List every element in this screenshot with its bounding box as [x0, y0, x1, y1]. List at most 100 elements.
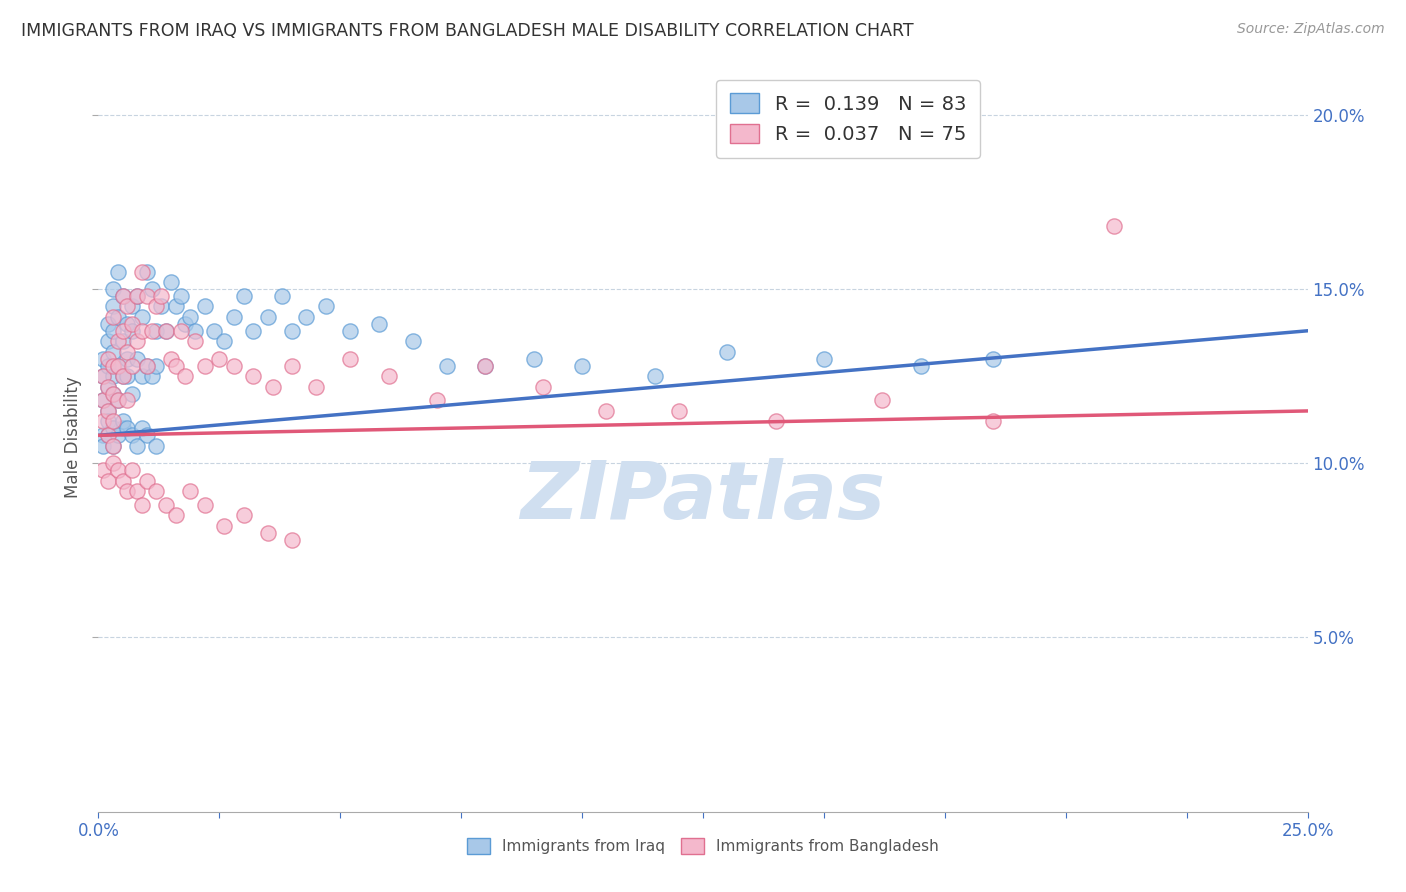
Point [107, 359, 129, 373]
Point [402, 334, 425, 349]
Point [1102, 219, 1125, 234]
Point [97, 428, 120, 442]
Point [256, 310, 278, 324]
Point [179, 484, 201, 499]
Point [194, 359, 217, 373]
Point [91, 463, 114, 477]
Point [339, 324, 361, 338]
Point [184, 334, 207, 349]
Point [531, 379, 554, 393]
Point [165, 299, 187, 313]
Point [165, 359, 187, 373]
Point [107, 310, 129, 324]
Point [97, 334, 120, 349]
Point [117, 344, 139, 359]
Point [135, 474, 157, 488]
Point [426, 393, 449, 408]
Point [107, 393, 129, 408]
Point [117, 317, 139, 331]
Point [256, 525, 278, 540]
Point [595, 404, 617, 418]
Point [97, 379, 120, 393]
Point [141, 369, 163, 384]
Point [117, 369, 139, 384]
Point [179, 310, 201, 324]
Point [212, 334, 235, 349]
Y-axis label: Male Disability: Male Disability [65, 376, 83, 498]
Point [121, 324, 143, 338]
Point [813, 351, 835, 366]
Point [339, 351, 361, 366]
Point [101, 359, 124, 373]
Point [232, 508, 254, 523]
Point [101, 439, 124, 453]
Point [981, 351, 1004, 366]
Point [295, 310, 318, 324]
Point [121, 359, 143, 373]
Legend: Immigrants from Iraq, Immigrants from Bangladesh: Immigrants from Iraq, Immigrants from Ba… [461, 832, 945, 860]
Point [208, 351, 231, 366]
Point [135, 359, 157, 373]
Point [127, 351, 149, 366]
Text: Source: ZipAtlas.com: Source: ZipAtlas.com [1237, 22, 1385, 37]
Point [107, 359, 129, 373]
Point [127, 289, 149, 303]
Point [101, 310, 124, 324]
Point [91, 428, 114, 442]
Point [910, 359, 932, 373]
Point [101, 456, 124, 470]
Point [222, 359, 245, 373]
Point [101, 282, 124, 296]
Point [212, 519, 235, 533]
Point [150, 299, 173, 313]
Point [107, 334, 129, 349]
Point [204, 324, 226, 338]
Point [155, 498, 177, 512]
Point [174, 369, 197, 384]
Point [111, 474, 134, 488]
Point [165, 508, 187, 523]
Point [107, 428, 129, 442]
Point [107, 393, 129, 408]
Point [121, 428, 143, 442]
Point [111, 421, 134, 435]
Point [101, 421, 124, 435]
Point [91, 414, 114, 428]
Point [111, 414, 134, 428]
Point [91, 393, 114, 408]
Text: ZIPatlas: ZIPatlas [520, 458, 886, 536]
Point [117, 351, 139, 366]
Point [242, 324, 264, 338]
Point [141, 324, 163, 338]
Point [91, 351, 114, 366]
Point [97, 404, 120, 418]
Point [155, 324, 177, 338]
Point [101, 386, 124, 401]
Point [135, 359, 157, 373]
Point [315, 299, 337, 313]
Point [111, 289, 134, 303]
Point [377, 369, 399, 384]
Point [97, 379, 120, 393]
Point [765, 414, 787, 428]
Point [145, 359, 167, 373]
Point [117, 484, 139, 499]
Point [101, 439, 124, 453]
Point [242, 369, 264, 384]
Point [97, 359, 120, 373]
Point [101, 324, 124, 338]
Point [97, 474, 120, 488]
Point [131, 369, 153, 384]
Point [101, 386, 124, 401]
Point [160, 351, 183, 366]
Text: IMMIGRANTS FROM IRAQ VS IMMIGRANTS FROM BANGLADESH MALE DISABILITY CORRELATION C: IMMIGRANTS FROM IRAQ VS IMMIGRANTS FROM … [21, 22, 914, 40]
Point [436, 359, 458, 373]
Point [117, 393, 139, 408]
Point [131, 498, 153, 512]
Point [194, 299, 217, 313]
Point [474, 359, 496, 373]
Point [169, 289, 191, 303]
Point [127, 289, 149, 303]
Point [101, 344, 124, 359]
Point [145, 324, 167, 338]
